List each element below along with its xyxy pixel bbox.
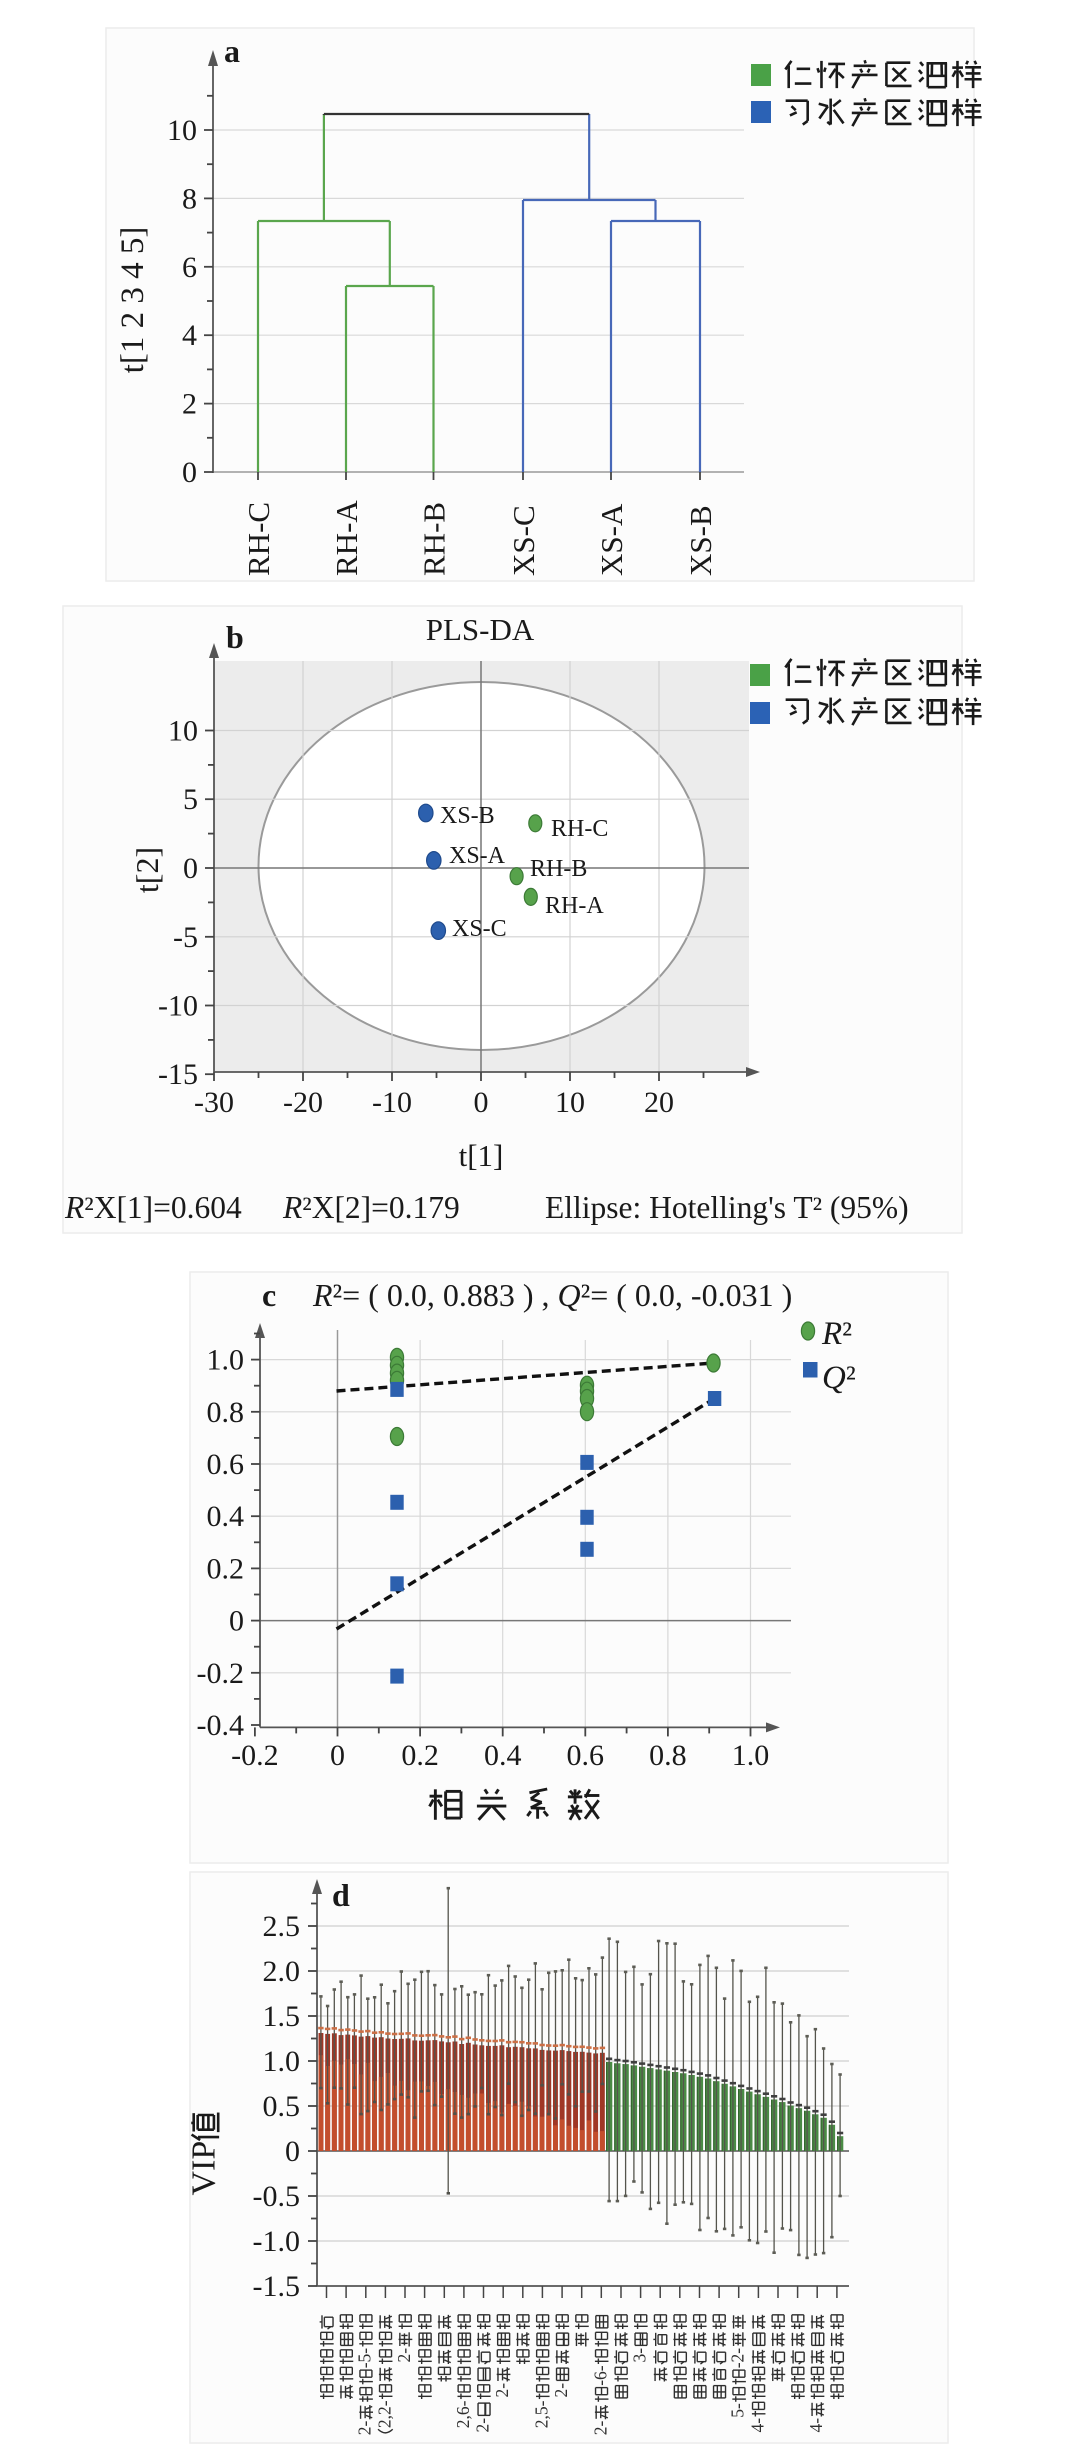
svg-text:XS-B: XS-B (683, 505, 718, 576)
svg-text:2,5-: 2,5- (531, 2400, 551, 2428)
svg-text:XS-C: XS-C (452, 916, 507, 942)
svg-text:2,2-: 2,2- (374, 2400, 394, 2428)
svg-text:1.0: 1.0 (207, 1344, 245, 1377)
svg-text:0: 0 (183, 852, 198, 885)
svg-text:XS-A: XS-A (449, 843, 506, 869)
svg-text:2-: 2- (492, 2383, 512, 2398)
svg-text:2: 2 (182, 388, 197, 421)
svg-text:2.0: 2.0 (263, 1955, 301, 1988)
svg-text:t[1]: t[1] (459, 1138, 504, 1173)
svg-text:0: 0 (285, 2135, 300, 2168)
svg-text:-6-: -6- (590, 2365, 610, 2386)
svg-text:2-: 2- (551, 2383, 571, 2398)
svg-text:0.5: 0.5 (263, 2090, 301, 2123)
svg-text:4-: 4- (806, 2418, 826, 2433)
svg-text:1.0: 1.0 (263, 2045, 301, 2078)
svg-text:-2-: -2- (728, 2348, 748, 2369)
svg-text:0: 0 (182, 456, 197, 489)
svg-text:10: 10 (555, 1086, 585, 1119)
svg-text:PLS-DA: PLS-DA (426, 612, 535, 647)
svg-text:0.6: 0.6 (567, 1739, 605, 1772)
svg-text:RH-B: RH-B (530, 856, 587, 882)
svg-text:-10: -10 (158, 990, 198, 1023)
svg-text:-15: -15 (158, 1058, 198, 1091)
svg-text:5: 5 (183, 783, 198, 816)
svg-text:0.2: 0.2 (401, 1739, 439, 1772)
svg-text:t[1 2 3 4 5]: t[1 2 3 4 5] (115, 227, 151, 374)
svg-text:8: 8 (182, 182, 197, 215)
svg-text:d: d (332, 1877, 350, 1913)
svg-text:2,6-: 2,6- (453, 2400, 473, 2428)
svg-text:-10: -10 (372, 1086, 412, 1119)
svg-text:-0.2: -0.2 (197, 1657, 245, 1690)
svg-text:VIP: VIP (186, 2141, 223, 2196)
svg-text:-1.0: -1.0 (253, 2225, 301, 2258)
svg-text:-20: -20 (283, 1086, 323, 1119)
svg-text:2-: 2- (590, 2421, 610, 2436)
svg-text:6: 6 (182, 251, 197, 284)
svg-text:RH-A: RH-A (545, 893, 604, 919)
svg-text:2.5: 2.5 (263, 1910, 301, 1943)
svg-text:-5: -5 (173, 921, 198, 954)
svg-text:a: a (224, 33, 240, 69)
svg-text:Q²: Q² (822, 1360, 856, 1396)
svg-text:-0.2: -0.2 (231, 1739, 279, 1772)
svg-text:20: 20 (644, 1086, 674, 1119)
svg-text:0.8: 0.8 (649, 1739, 687, 1772)
svg-text:c: c (262, 1277, 276, 1313)
svg-text:10: 10 (168, 715, 198, 748)
svg-text:b: b (226, 619, 244, 655)
svg-text:4-: 4- (747, 2418, 767, 2433)
svg-text:3-: 3- (630, 2348, 650, 2363)
svg-text:R²X[1]=0.604: R²X[1]=0.604 (64, 1190, 242, 1225)
svg-text:RH-A: RH-A (329, 500, 364, 576)
svg-text:XS-B: XS-B (440, 803, 495, 829)
svg-text:RH-B: RH-B (417, 502, 452, 576)
svg-text:0: 0 (229, 1605, 244, 1638)
svg-text:2-: 2- (394, 2348, 414, 2363)
svg-text:Ellipse: Hotelling's T² (95%): Ellipse: Hotelling's T² (95%) (545, 1190, 909, 1225)
svg-text:2-: 2- (355, 2421, 375, 2436)
svg-text:R²X[2]=0.179: R²X[2]=0.179 (282, 1190, 460, 1225)
svg-text:5-: 5- (728, 2403, 748, 2418)
svg-text:0: 0 (330, 1739, 345, 1772)
svg-text:0.8: 0.8 (207, 1396, 245, 1429)
svg-text:R²= ( 0.0, 0.883 ) , Q²= ( 0.0: R²= ( 0.0, 0.883 ) , Q²= ( 0.0, -0.031 ) (312, 1277, 792, 1313)
svg-text:RH-C: RH-C (241, 502, 276, 576)
svg-text:-0.5: -0.5 (253, 2180, 301, 2213)
svg-text:XS-C: XS-C (506, 505, 541, 576)
svg-text:R²: R² (821, 1316, 852, 1352)
svg-text:t[2]: t[2] (129, 847, 165, 893)
svg-text:XS-A: XS-A (594, 503, 629, 576)
svg-text:1.0: 1.0 (732, 1739, 770, 1772)
svg-text:4: 4 (182, 319, 197, 352)
svg-text:-5-: -5- (355, 2348, 375, 2369)
svg-text:-0.4: -0.4 (197, 1709, 245, 1742)
svg-text:2-: 2- (473, 2418, 493, 2433)
svg-text:0.4: 0.4 (207, 1500, 245, 1533)
svg-text:-30: -30 (194, 1086, 234, 1119)
svg-text:0.4: 0.4 (484, 1739, 522, 1772)
svg-text:0.2: 0.2 (207, 1552, 245, 1585)
svg-text:10: 10 (167, 114, 197, 147)
svg-text:0: 0 (474, 1086, 489, 1119)
svg-text:RH-C: RH-C (551, 816, 608, 842)
svg-text:1.5: 1.5 (263, 2000, 301, 2033)
svg-text:-1.5: -1.5 (253, 2270, 301, 2303)
svg-text:0.6: 0.6 (207, 1448, 245, 1481)
